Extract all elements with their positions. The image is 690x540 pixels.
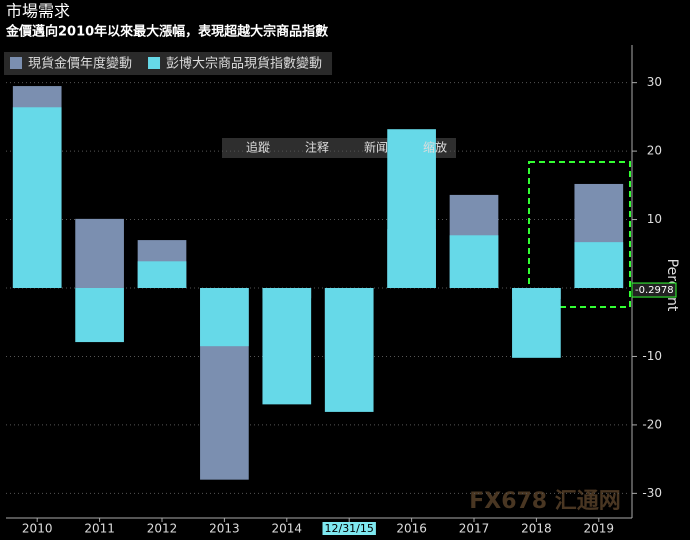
y-tick-label: 10 [647, 212, 662, 226]
x-tick-label: 2019 [584, 522, 615, 536]
y-tick-label: -20 [642, 417, 662, 431]
legend-swatch [10, 57, 22, 69]
toolbar-item[interactable]: 缩放 [423, 140, 447, 155]
x-tick-label: 2012 [147, 522, 178, 536]
bar [512, 288, 561, 358]
bar [12, 107, 62, 289]
toolbar-item[interactable]: 新闻 [364, 140, 388, 155]
bar [200, 288, 249, 347]
x-tick-label: 2016 [396, 522, 427, 536]
legend-label: 現貨金價年度變動 [28, 56, 132, 72]
bar [449, 235, 499, 289]
x-tick-label: 2018 [521, 522, 552, 536]
x-tick-label: 2011 [84, 522, 115, 536]
bar [137, 261, 187, 289]
chart-subtitle: 金價邁向2010年以來最大漲幅，表現超越大宗商品指數 [5, 24, 328, 40]
watermark: FX678 汇通网 [469, 489, 621, 514]
bar [387, 129, 436, 289]
chart-title: 市場需求 [6, 2, 70, 21]
legend-label: 彭博大宗商品現貨指數變動 [166, 56, 322, 72]
y-tick-label: 30 [647, 75, 662, 89]
toolbar-item[interactable]: 追蹤 [246, 140, 270, 155]
bar [262, 288, 312, 405]
x-tick-label: 2017 [459, 522, 490, 536]
legend-box [4, 52, 333, 75]
y-tick-label: -30 [642, 486, 662, 500]
bar [75, 288, 124, 343]
marker-label: -0.2978 [635, 285, 674, 296]
x-tick-label: 2010 [22, 522, 53, 536]
bar [574, 242, 624, 289]
x-tick-label: 2014 [272, 522, 303, 536]
cursor-label-bg [322, 522, 376, 535]
x-tick-label: 2013 [209, 522, 240, 536]
bar [75, 218, 124, 289]
bar [324, 288, 374, 412]
toolbar-item[interactable]: 注释 [305, 140, 329, 155]
marker-tag [631, 282, 677, 298]
x-tick-label: 12/31/15 [324, 522, 373, 535]
legend-swatch [148, 57, 161, 69]
annotation-box [528, 161, 631, 308]
y-tick-label: -10 [642, 349, 662, 363]
y-tick-label: 20 [647, 144, 662, 158]
